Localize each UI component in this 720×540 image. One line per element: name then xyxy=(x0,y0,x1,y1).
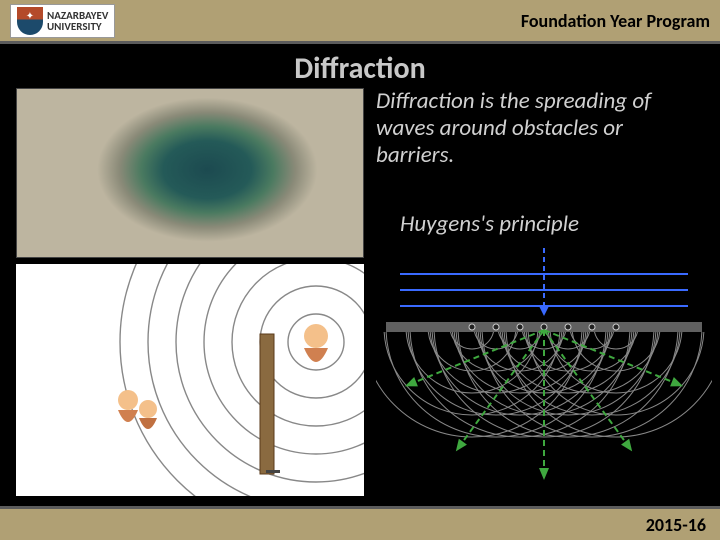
university-line2: UNIVERSITY xyxy=(47,21,108,32)
academic-year: 2015-16 xyxy=(646,514,706,536)
speaker-icon xyxy=(304,324,328,362)
definition-text: Diffraction is the spreading of waves ar… xyxy=(376,88,706,169)
shield-icon xyxy=(17,7,43,35)
footer-bar: 2015-16 xyxy=(0,506,720,540)
university-name: NAZARBAYEV UNIVERSITY xyxy=(47,10,108,32)
listener-center-icon xyxy=(139,400,157,429)
sound-diffraction-diagram xyxy=(16,264,364,496)
principle-text: Huygens's principle xyxy=(400,210,579,238)
huygens-diagram xyxy=(376,244,712,498)
satellite-image xyxy=(16,88,364,258)
wall-icon xyxy=(260,334,274,474)
header-bar: NAZARBAYEV UNIVERSITY Foundation Year Pr… xyxy=(0,0,720,44)
university-line1: NAZARBAYEV xyxy=(47,10,108,21)
university-logo: NAZARBAYEV UNIVERSITY xyxy=(10,4,115,38)
program-name: Foundation Year Program xyxy=(521,10,710,32)
slide-title: Diffraction xyxy=(0,44,720,87)
